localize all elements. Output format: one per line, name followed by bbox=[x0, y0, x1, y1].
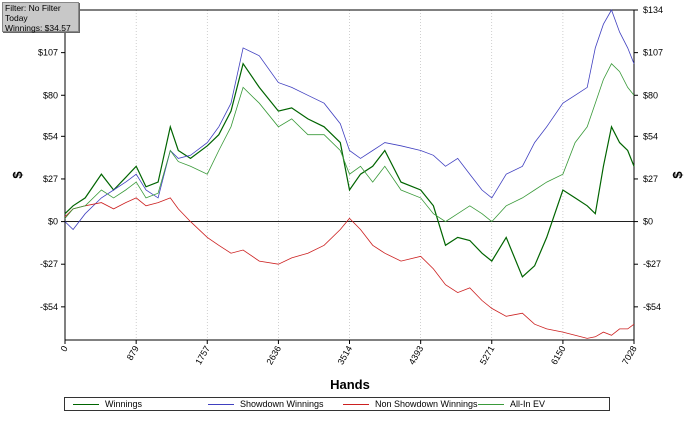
legend-item-winnings[interactable]: Winnings bbox=[73, 398, 142, 410]
series-line-showdown-winnings bbox=[64, 9, 635, 231]
y-tick-label-right-4: $27 bbox=[643, 174, 658, 184]
legend-item-all-in-ev[interactable]: All-In EV bbox=[478, 398, 545, 410]
x-tick-label-6: 5271 bbox=[478, 344, 497, 366]
x-tick-label-5: 4393 bbox=[407, 344, 426, 366]
y-tick-label-left-5: -$27 bbox=[40, 259, 58, 269]
legend-swatch-all-in-ev bbox=[478, 403, 504, 405]
y-tick-label-left-2: $54 bbox=[43, 131, 58, 141]
series-line-non-showdown-winnings bbox=[64, 197, 635, 339]
legend-swatch-winnings bbox=[73, 403, 99, 405]
y-tick-label-right-5: $0 bbox=[643, 217, 653, 227]
period-label: Today bbox=[5, 13, 28, 23]
x-tick-label-1: 879 bbox=[125, 344, 141, 362]
series-layer bbox=[64, 9, 635, 339]
y-axis-label-left: $ bbox=[10, 171, 25, 179]
legend-label-showdown: Showdown Winnings bbox=[240, 399, 324, 409]
grid bbox=[64, 10, 635, 340]
legend-item-showdown-winnings[interactable]: Showdown Winnings bbox=[208, 398, 324, 410]
x-tick-label-8: 7028 bbox=[620, 344, 639, 366]
x-axis-label: Hands bbox=[330, 377, 370, 392]
y-tick-label-right-7: -$54 bbox=[643, 302, 661, 312]
filter-label: Filter: No Filter bbox=[5, 3, 61, 13]
legend-label-non-showdown: Non Showdown Winnings bbox=[375, 399, 478, 409]
y-tick-label-right-0: $134 bbox=[643, 5, 663, 15]
winnings-label: Winnings: $34.57 bbox=[5, 23, 71, 33]
x-tick-label-3: 2636 bbox=[264, 344, 283, 366]
y-tick-label-right-2: $80 bbox=[643, 90, 658, 100]
x-axis: 0 879 1757 2636 3514 4393 5271 6150 7028 bbox=[59, 340, 639, 366]
legend: Winnings Showdown Winnings Non Showdown … bbox=[64, 397, 610, 411]
legend-label-winnings: Winnings bbox=[105, 399, 143, 409]
y-axis-right: $134 $107 $80 $54 $27 $0 -$27 -$54 bbox=[634, 5, 663, 312]
legend-swatch-showdown bbox=[208, 403, 234, 405]
series-line-all-in-ev bbox=[64, 63, 635, 223]
y-tick-label-right-3: $54 bbox=[643, 131, 658, 141]
x-tick-label-2: 1757 bbox=[193, 344, 212, 366]
y-tick-label-left-4: $0 bbox=[48, 217, 58, 227]
y-tick-label-right-6: -$27 bbox=[643, 259, 661, 269]
legend-swatch-non-showdown bbox=[343, 403, 369, 405]
legend-label-all-in-ev: All-In EV bbox=[510, 399, 546, 409]
x-tick-label-0: 0 bbox=[59, 344, 70, 353]
x-tick-label-4: 3514 bbox=[336, 344, 355, 366]
y-axis-label-right: $ bbox=[670, 171, 685, 179]
y-axis-left: $107 $80 $54 $27 $0 -$27 -$54 bbox=[38, 48, 65, 312]
series-line-winnings bbox=[64, 62, 635, 278]
x-tick-label-7: 6150 bbox=[549, 344, 568, 366]
filter-info-box: Filter: No Filter Today Winnings: $34.57 bbox=[2, 2, 79, 33]
y-tick-label-left-0: $107 bbox=[38, 48, 58, 58]
legend-item-non-showdown-winnings[interactable]: Non Showdown Winnings bbox=[343, 398, 478, 410]
y-tick-label-left-3: $27 bbox=[43, 174, 58, 184]
y-tick-label-right-1: $107 bbox=[643, 48, 663, 58]
y-tick-label-left-1: $80 bbox=[43, 90, 58, 100]
y-tick-label-left-6: -$54 bbox=[40, 302, 58, 312]
